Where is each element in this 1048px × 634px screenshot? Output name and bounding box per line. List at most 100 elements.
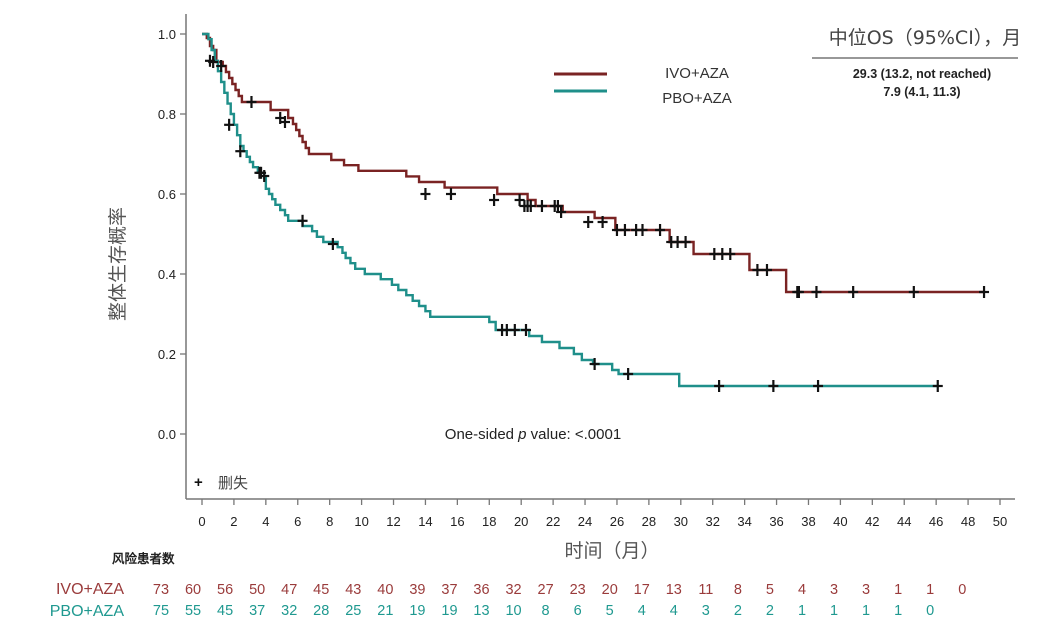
x-tick-label: 32 (705, 514, 719, 529)
risk-row-label-ivo-aza: IVO+AZA (56, 581, 124, 598)
censor-mark-pbo-aza (813, 380, 824, 392)
risk-value-ivo-aza: 60 (185, 582, 201, 598)
y-tick-label: 1.0 (158, 27, 176, 42)
censor-mark-pbo-aza (224, 118, 235, 131)
risk-value-ivo-aza: 0 (958, 582, 966, 598)
risk-value-ivo-aza: 3 (862, 582, 870, 598)
x-axis-label: 时间（月） (564, 540, 659, 562)
risk-value-ivo-aza: 73 (153, 582, 169, 598)
risk-value-ivo-aza: 5 (766, 582, 774, 598)
risk-value-pbo-aza: 37 (249, 603, 265, 619)
x-tick-label: 42 (865, 514, 879, 529)
risk-table-title: 风险患者数 (112, 551, 175, 566)
median-os-ivo-aza: 29.3 (13.2, not reached) (853, 67, 991, 81)
risk-table: 风险患者数 IVO+AZA PBO+AZA 73 60 56 50 47 45 43 40 39… (50, 551, 967, 620)
censor-symbol-icon: + (194, 474, 203, 491)
x-tick-label: 34 (737, 514, 751, 529)
x-ticks: 0 2 4 6 8 10 12 14 16 18 20 22 24 26 28 30 32 34 36 38 40 42 4… (198, 499, 1007, 529)
x-tick-label: 50 (993, 514, 1007, 529)
risk-row-label-pbo-aza: PBO+AZA (50, 603, 125, 620)
risk-table-values: 73 60 56 50 47 45 43 40 39 37 36 32 27 23 20 17 13 11 8 5 4 3… (153, 582, 966, 619)
censor-mark-ivo-aza (811, 286, 822, 298)
censor-mark-ivo-aza (514, 194, 525, 206)
risk-value-pbo-aza: 8 (542, 603, 550, 619)
x-tick-label: 16 (450, 514, 464, 529)
risk-value-pbo-aza: 2 (766, 603, 774, 619)
y-tick-label: 0.0 (158, 427, 176, 442)
censor-mark-ivo-aza (793, 286, 804, 298)
censor-mark-ivo-aza (637, 224, 648, 236)
median-os-header: 中位OS（95%CI），月 (829, 27, 1022, 49)
risk-value-pbo-aza: 1 (862, 603, 870, 619)
censor-mark-ivo-aza (536, 200, 547, 212)
x-tick-label: 26 (610, 514, 624, 529)
x-tick-label: 10 (354, 514, 368, 529)
risk-value-ivo-aza: 11 (698, 582, 713, 598)
censor-mark-ivo-aza (725, 248, 736, 260)
censor-legend-label: 删失 (218, 474, 248, 492)
risk-value-pbo-aza: 28 (313, 603, 329, 619)
p-value-prefix: One-sided (445, 426, 518, 443)
censor-mark-ivo-aza (680, 236, 691, 248)
x-tick-label: 12 (386, 514, 400, 529)
censor-mark-ivo-aza (655, 224, 666, 236)
censor-mark-pbo-aza (520, 324, 531, 336)
censor-marks (204, 54, 990, 392)
risk-value-ivo-aza: 36 (473, 582, 489, 598)
risk-value-pbo-aza: 21 (377, 603, 393, 619)
risk-value-pbo-aza: 4 (670, 603, 678, 619)
x-tick-label: 22 (546, 514, 560, 529)
x-tick-label: 4 (262, 514, 269, 529)
censor-mark-ivo-aza (445, 188, 456, 200)
risk-value-ivo-aza: 40 (377, 582, 393, 598)
risk-value-ivo-aza: 1 (926, 582, 934, 598)
risk-value-ivo-aza: 45 (313, 582, 329, 598)
censor-mark-ivo-aza (979, 286, 990, 298)
legend-label-pbo-aza: PBO+AZA (662, 90, 732, 107)
risk-value-pbo-aza: 2 (734, 603, 742, 619)
risk-value-pbo-aza: 75 (153, 603, 169, 619)
risk-value-pbo-aza: 1 (894, 603, 902, 619)
risk-value-pbo-aza: 25 (345, 603, 361, 619)
risk-value-ivo-aza: 13 (666, 582, 682, 598)
censor-mark-ivo-aza (420, 188, 431, 200)
censor-mark-ivo-aza (556, 206, 567, 218)
median-os-table: 中位OS（95%CI），月 29.3 (13.2, not reached) 7… (812, 27, 1021, 99)
censor-mark-pbo-aza (932, 380, 943, 392)
censor-mark-pbo-aza (509, 324, 520, 336)
y-tick-label: 0.6 (158, 187, 176, 202)
risk-value-pbo-aza: 1 (798, 603, 806, 619)
risk-value-ivo-aza: 39 (409, 582, 425, 598)
x-tick-label: 46 (929, 514, 943, 529)
x-tick-label: 40 (833, 514, 847, 529)
censor-mark-ivo-aza (752, 264, 763, 276)
median-os-pbo-aza: 7.9 (4.1, 11.3) (883, 85, 960, 99)
censor-mark-ivo-aza (583, 216, 594, 228)
risk-value-pbo-aza: 5 (606, 603, 614, 619)
x-tick-label: 24 (578, 514, 592, 529)
x-tick-label: 48 (961, 514, 975, 529)
y-tick-label: 0.2 (158, 347, 176, 362)
x-tick-label: 2 (230, 514, 237, 529)
x-tick-label: 44 (897, 514, 911, 529)
x-tick-label: 14 (418, 514, 432, 529)
x-tick-label: 0 (198, 514, 205, 529)
censor-mark-ivo-aza (525, 200, 536, 212)
risk-value-ivo-aza: 56 (217, 582, 233, 598)
censor-mark-pbo-aza (768, 380, 779, 392)
censor-mark-ivo-aza (279, 116, 290, 128)
risk-value-ivo-aza: 32 (505, 582, 521, 598)
risk-value-pbo-aza: 32 (281, 603, 297, 619)
y-tick-label: 0.8 (158, 107, 176, 122)
risk-value-pbo-aza: 4 (638, 603, 646, 619)
risk-value-ivo-aza: 47 (281, 582, 297, 598)
censor-mark-ivo-aza (246, 96, 257, 108)
x-tick-label: 6 (294, 514, 301, 529)
risk-value-ivo-aza: 4 (798, 582, 806, 598)
risk-value-ivo-aza: 20 (602, 582, 618, 598)
risk-value-pbo-aza: 45 (217, 603, 233, 619)
p-value-p: p (517, 426, 526, 443)
x-tick-label: 36 (769, 514, 783, 529)
censor-legend: + 删失 (194, 474, 248, 492)
risk-value-ivo-aza: 3 (830, 582, 838, 598)
